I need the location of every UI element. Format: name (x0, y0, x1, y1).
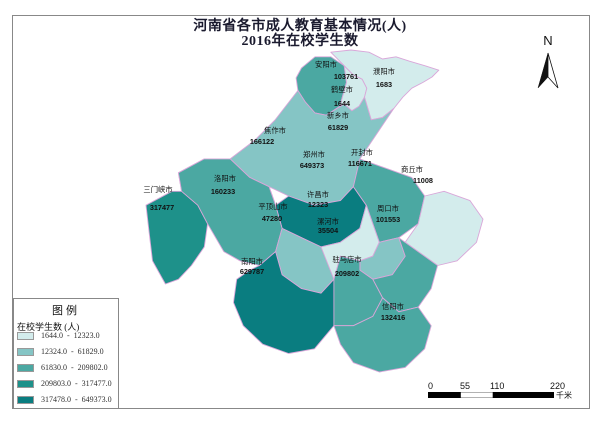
svg-text:103761: 103761 (334, 72, 358, 81)
svg-text:12323: 12323 (308, 200, 328, 209)
svg-text:1644: 1644 (334, 99, 351, 108)
svg-text:61829: 61829 (328, 123, 348, 132)
svg-text:160233: 160233 (211, 187, 235, 196)
svg-text:漯河市: 漯河市 (317, 217, 339, 226)
svg-text:11008: 11008 (413, 176, 433, 185)
svg-text:47280: 47280 (262, 214, 282, 223)
svg-text:周口市: 周口市 (377, 204, 399, 213)
svg-text:安阳市: 安阳市 (315, 60, 337, 69)
svg-text:209802: 209802 (335, 269, 359, 278)
svg-text:新乡市: 新乡市 (327, 111, 349, 120)
svg-text:317477: 317477 (150, 203, 174, 212)
svg-text:649373: 649373 (300, 161, 324, 170)
svg-text:35504: 35504 (318, 226, 339, 235)
svg-text:101553: 101553 (376, 215, 400, 224)
svg-text:132416: 132416 (381, 313, 405, 322)
svg-text:信阳市: 信阳市 (382, 302, 404, 311)
svg-text:郑州市: 郑州市 (303, 150, 325, 159)
svg-text:平顶山市: 平顶山市 (258, 202, 287, 211)
svg-text:开封市: 开封市 (351, 148, 373, 157)
svg-text:驻马店市: 驻马店市 (332, 255, 361, 264)
svg-text:许昌市: 许昌市 (307, 190, 329, 199)
svg-text:焦作市: 焦作市 (264, 126, 286, 135)
svg-text:商丘市: 商丘市 (401, 165, 423, 174)
svg-text:洛阳市: 洛阳市 (214, 174, 236, 183)
svg-text:116671: 116671 (348, 159, 372, 168)
svg-text:三门峡市: 三门峡市 (143, 185, 172, 194)
svg-text:南阳市: 南阳市 (241, 257, 263, 266)
svg-text:鹤壁市: 鹤壁市 (331, 85, 353, 94)
svg-text:629787: 629787 (240, 267, 264, 276)
svg-text:166122: 166122 (250, 137, 274, 146)
svg-text:濮阳市: 濮阳市 (373, 67, 395, 76)
svg-text:1683: 1683 (376, 80, 392, 89)
